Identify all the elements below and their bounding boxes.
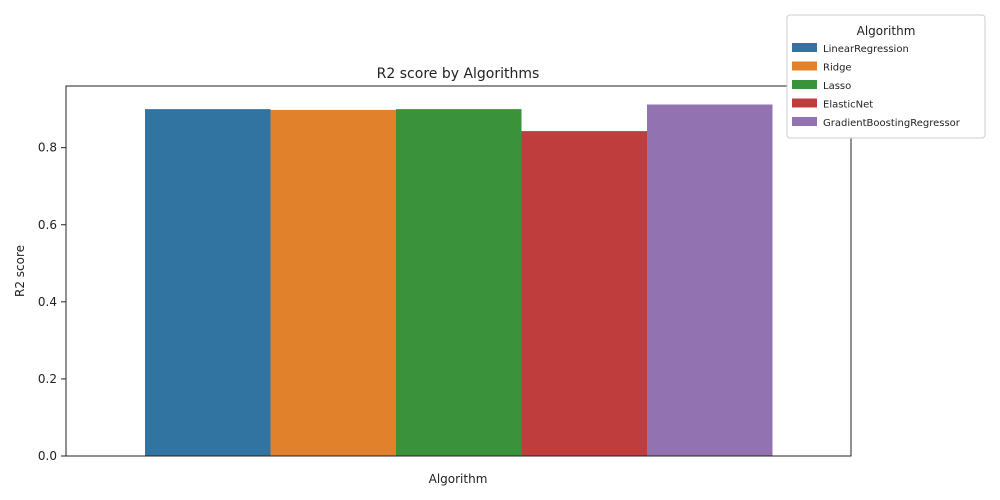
legend-swatch-ridge (792, 61, 817, 71)
legend-label-elasticnet: ElasticNet (823, 100, 873, 111)
y-axis-label: R2 score (13, 245, 27, 297)
bar-linearregression (145, 109, 271, 456)
plot-frame (65, 85, 852, 457)
y-tick-label: 0.4 (38, 295, 57, 309)
legend-title: Algorithm (857, 24, 916, 38)
legend-swatch-gradientboostingregressor (792, 117, 817, 126)
y-tick-label: 0.6 (38, 218, 57, 232)
chart-title: R2 score by Algorithms (377, 66, 540, 82)
legend-label-linearregression: LinearRegression (823, 44, 909, 55)
y-tick-label: 0.0 (38, 449, 57, 463)
bars (145, 104, 773, 456)
legend-label-lasso: Lasso (823, 81, 851, 92)
bar-elasticnet (521, 131, 647, 456)
legend-swatch-linearregression (792, 43, 817, 52)
x-axis-label: Algorithm (429, 472, 488, 486)
legend-swatch-lasso (792, 80, 817, 89)
y-axis: 0.0 0.2 0.4 0.6 0.8 (38, 141, 66, 463)
legend: Algorithm LinearRegression Ridge Lasso Elas… (786, 14, 986, 139)
legend-label-gradientboostingregressor: GradientBoostingRegressor (823, 118, 961, 129)
legend-box (786, 14, 986, 139)
bar-lasso (396, 109, 522, 456)
y-tick-label: 0.8 (38, 141, 57, 155)
bar-gradientboostingregressor (647, 104, 773, 456)
y-tick-label: 0.2 (38, 372, 57, 386)
legend-swatch-elasticnet (792, 98, 817, 108)
legend-label-ridge: Ridge (823, 63, 852, 74)
bar-ridge (270, 109, 396, 456)
